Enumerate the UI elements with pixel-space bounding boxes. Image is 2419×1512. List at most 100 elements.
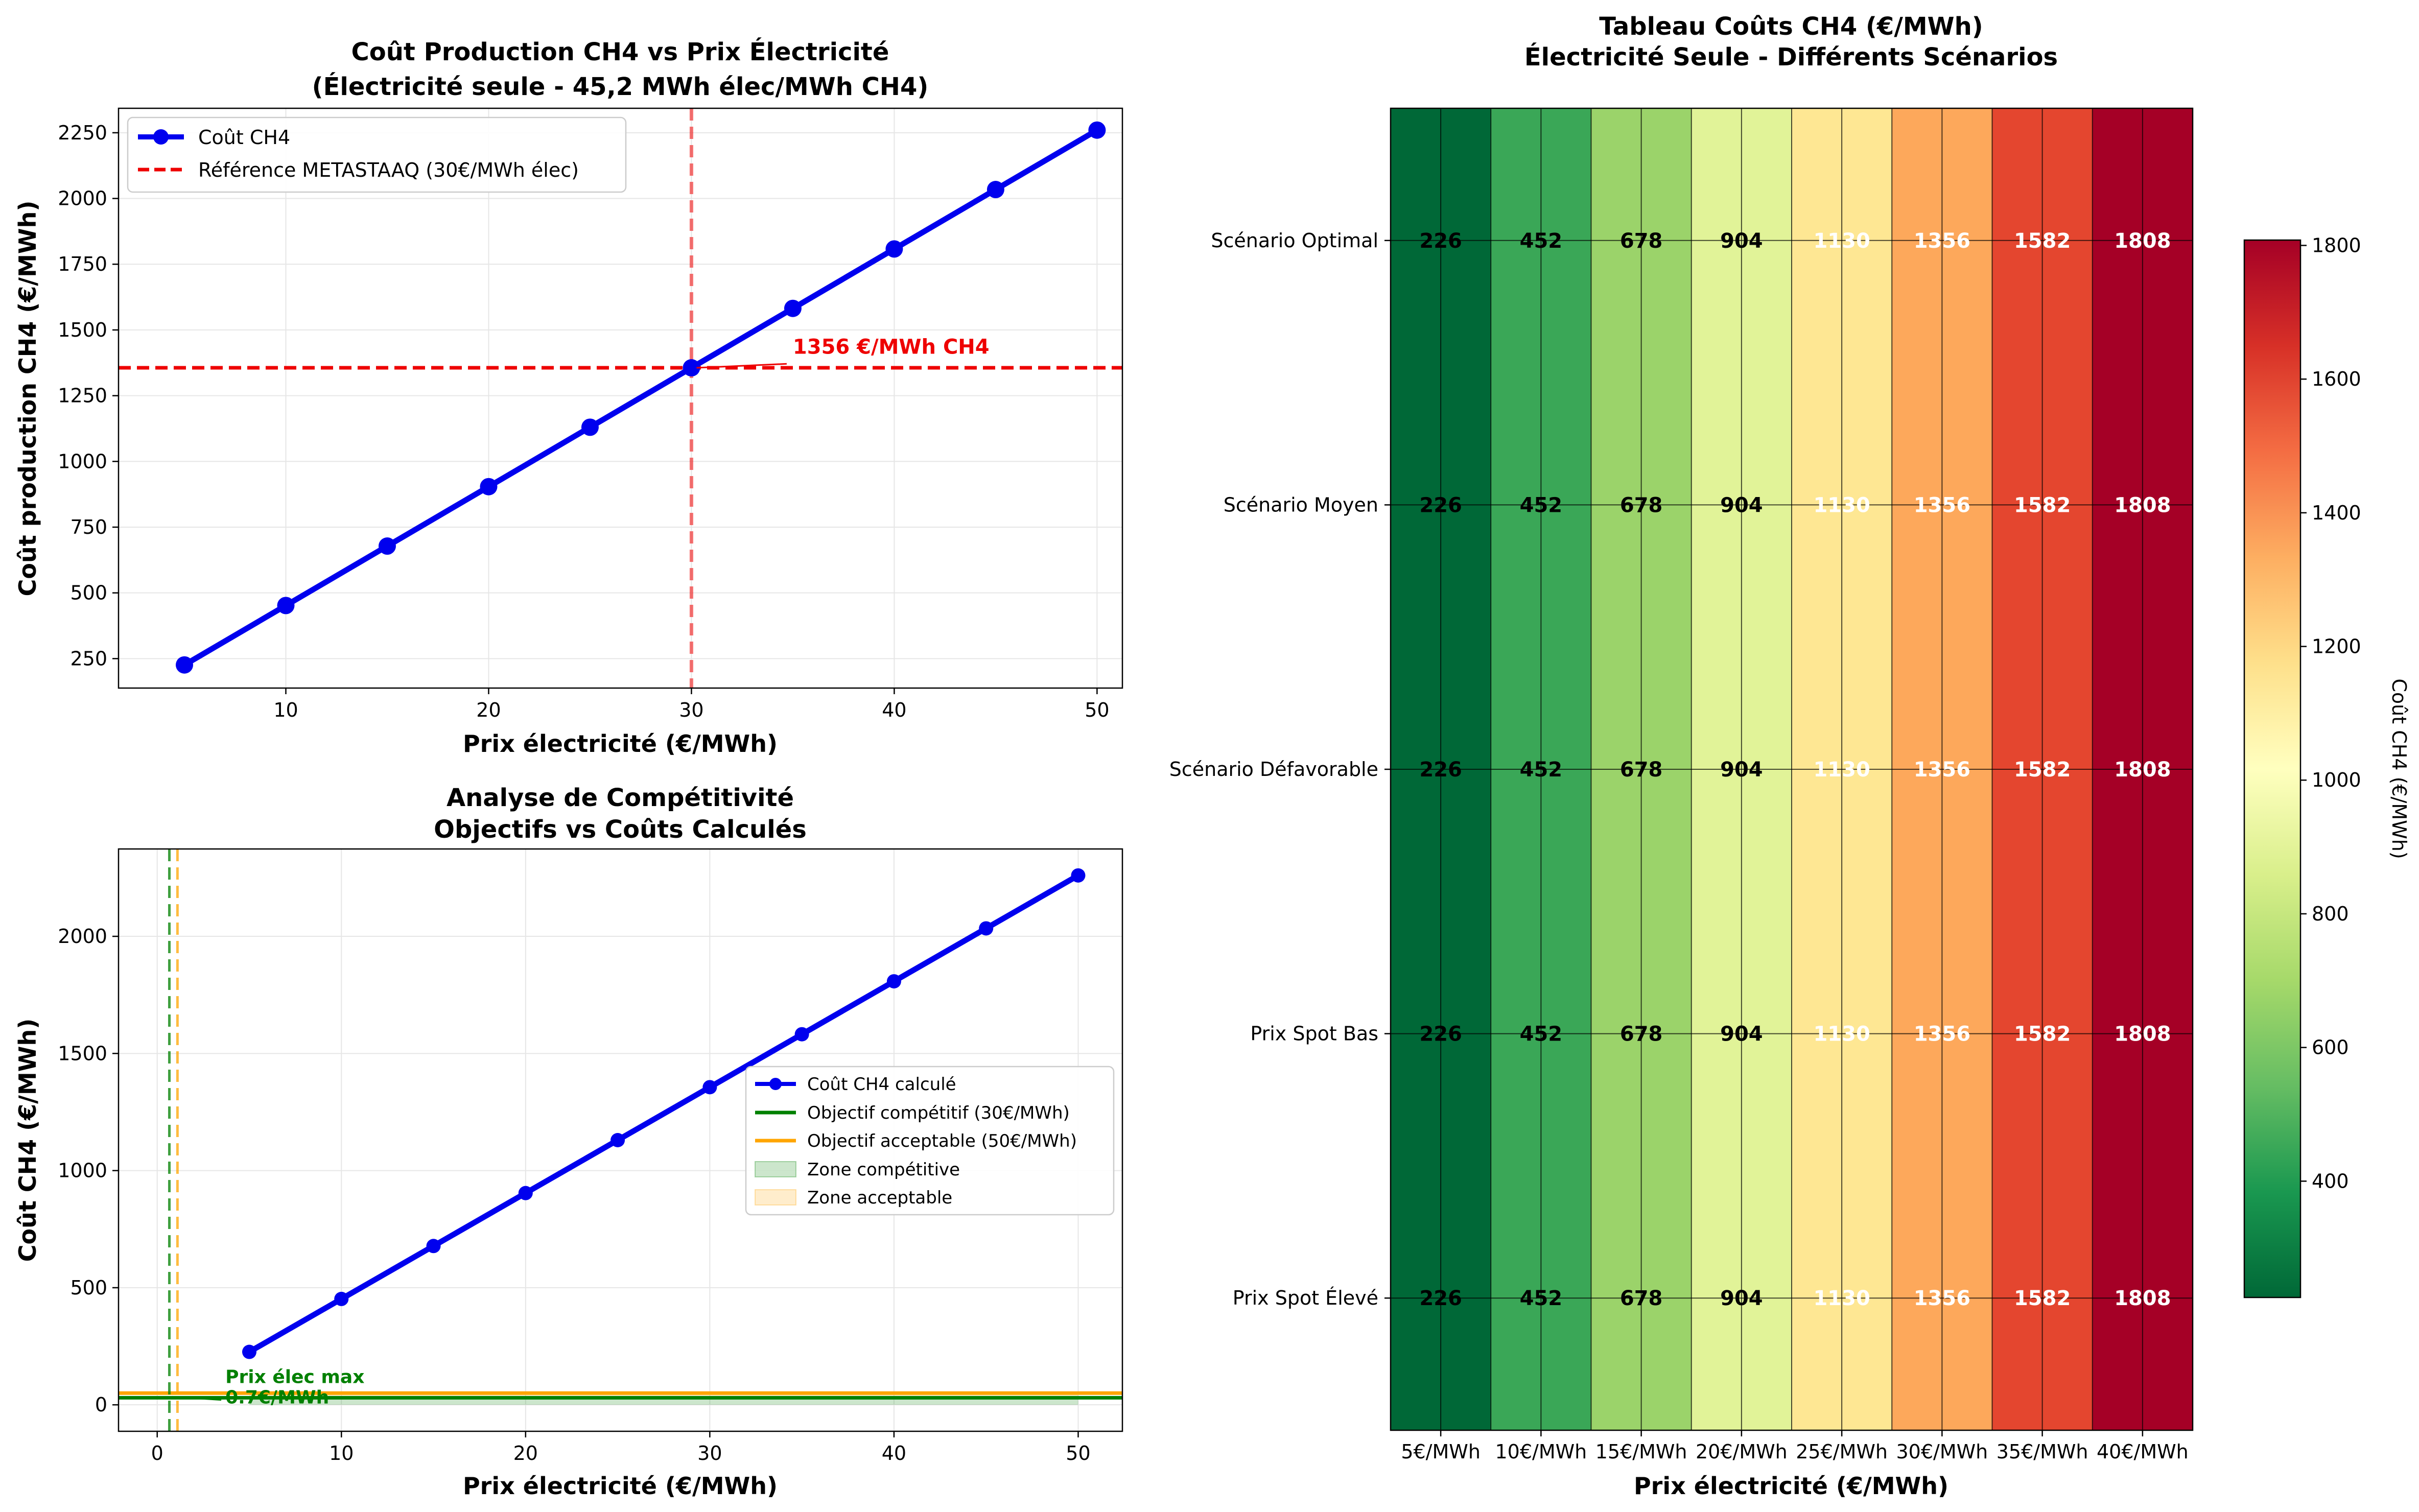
heatmap-y-category-label: Prix Spot Bas <box>1250 1023 1378 1045</box>
heatmap-cell-label: 1808 <box>2114 1023 2171 1046</box>
panel3-title: Tableau Coûts CH4 (€/MWh) <box>1599 12 1983 41</box>
heatmap-cell-label: 1356 <box>1914 493 1970 517</box>
panel1-legend: Coût CH4 Référence METASTAAQ (30€/MWh él… <box>127 116 627 193</box>
panel1-y-tick-label: 750 <box>70 516 107 538</box>
heatmap-cell-label: 1356 <box>1914 1023 1970 1046</box>
panel1-x-tick-label: 20 <box>476 699 501 721</box>
panel2-data-point <box>886 974 901 989</box>
heatmap-cell-label: 1808 <box>2114 493 2171 517</box>
panel-heatmap: Tableau Coûts CH4 (€/MWh) Électricité Se… <box>1169 12 2410 1500</box>
colorbar-tick-label: 400 <box>2312 1170 2349 1192</box>
heatmap-y-category-label: Scénario Optimal <box>1211 229 1378 252</box>
panel2-annotation-line1: Prix élec max <box>225 1367 364 1388</box>
panel1-data-point <box>176 656 194 674</box>
heatmap-y-categories: Scénario Optimal Scénario Moyen Scénario D… <box>1169 229 1391 1309</box>
panel1-series-line <box>183 127 1099 668</box>
heatmap-cell-label: 452 <box>1520 1023 1563 1046</box>
panel1-data-point <box>277 597 295 615</box>
panel2-x-ticks: 0 10 20 30 40 50 <box>151 1431 1091 1464</box>
heatmap-x-categories: 5€/MWh 10€/MWh 15€/MWh 20€/MWh 25€/MWh 30€/MW… <box>1401 1430 2189 1463</box>
heatmap-cell-label: 678 <box>1620 493 1663 517</box>
panel1-x-tick-label: 30 <box>679 699 703 721</box>
panel2-data-point <box>1071 868 1086 883</box>
panel1-y-ticks: 250 500 750 1000 1250 1500 1750 2000 2250 <box>58 122 119 670</box>
panel2-legend-zone-acceptable-swatch <box>755 1189 796 1206</box>
panel1-y-tick-label: 1750 <box>58 253 107 275</box>
panel2-x-tick-label: 20 <box>513 1442 538 1464</box>
heatmap-x-category-label: 10€/MWh <box>1495 1440 1587 1463</box>
panel2-annotation-arrow <box>172 1396 222 1401</box>
panel1-gridlines <box>119 108 1122 688</box>
panel1-title: Coût Production CH4 vs Prix Électricité <box>351 37 889 66</box>
heatmap-cell-label: 904 <box>1720 229 1763 253</box>
panel1-series <box>176 121 1106 674</box>
panel2-y-tick-label: 500 <box>70 1277 107 1299</box>
panel2-legend-label-zone-competitive: Zone compétitive <box>807 1160 960 1180</box>
panel2-series-line <box>248 873 1080 1355</box>
panel1-y-tick-label: 500 <box>70 582 107 604</box>
panel2-legend-label-series: Coût CH4 calculé <box>807 1074 956 1095</box>
panel1-x-tick-label: 40 <box>882 699 906 721</box>
heatmap-y-category-label: Scénario Défavorable <box>1169 758 1378 781</box>
panel1-y-tick-label: 250 <box>70 647 107 670</box>
panel-competitiveness: 0 10 20 30 40 50 0 500 1000 1500 2000 Analyse de … <box>14 784 1123 1500</box>
heatmap-cell-label: 1582 <box>2014 229 2071 253</box>
panel2-title: Analyse de Compétitivité <box>447 784 794 812</box>
panel2-legend-series-point <box>769 1078 782 1090</box>
panel2-y-tick-label: 2000 <box>58 925 107 948</box>
panel1-legend-point-marker <box>153 129 169 145</box>
panel1-x-tick-label: 10 <box>273 699 298 721</box>
colorbar-tick-label: 1400 <box>2312 502 2361 524</box>
panel2-legend-box <box>745 1066 1115 1216</box>
heatmap-x-category-label: 25€/MWh <box>1796 1440 1888 1463</box>
panel1-subtitle: (Électricité seule - 45,2 MWh élec/MWh C… <box>312 72 929 101</box>
panel2-x-tick-label: 40 <box>882 1442 906 1464</box>
heatmap-x-category-label: 35€/MWh <box>1997 1440 2088 1463</box>
panel1-y-tick-label: 1250 <box>58 385 107 407</box>
panel1-data-point <box>683 359 700 377</box>
panel1-y-tick-label: 1500 <box>58 319 107 341</box>
panel2-annotation-line2: 0.7€/MWh <box>225 1387 329 1408</box>
heatmap-cell-label: 1582 <box>2014 1287 2071 1310</box>
heatmap-cell-label: 1582 <box>2014 493 2071 517</box>
heatmap-cell-label: 1130 <box>1813 1023 1870 1046</box>
heatmap-cell-label: 904 <box>1720 1023 1763 1046</box>
panel1-y-tick-label: 2250 <box>58 122 107 144</box>
panel2-x-tick-label: 50 <box>1066 1442 1090 1464</box>
panel1-data-point <box>784 299 802 317</box>
heatmap-cell-label: 452 <box>1520 493 1563 517</box>
panel2-data-point <box>426 1239 441 1254</box>
panel2-data-point <box>610 1133 625 1147</box>
panel2-reference-lines <box>119 849 1122 1431</box>
panel1-x-axis-label: Prix électricité (€/MWh) <box>463 730 778 758</box>
heatmap-cell-label: 226 <box>1419 493 1462 517</box>
heatmap-cell-label: 1130 <box>1813 229 1870 253</box>
heatmap-cell-label: 678 <box>1620 758 1663 782</box>
panel1-y-tick-label: 1000 <box>58 450 107 472</box>
panel2-legend-zone-competitive-swatch <box>755 1161 796 1177</box>
panel2-x-tick-label: 30 <box>697 1442 722 1464</box>
panel2-data-point <box>242 1344 256 1359</box>
panel2-subtitle: Objectifs vs Coûts Calculés <box>434 815 807 844</box>
heatmap-cell-label: 1808 <box>2114 229 2171 253</box>
panel1-annotation-arrow <box>696 363 787 369</box>
heatmap-cell-label: 1582 <box>2014 1023 2071 1046</box>
heatmap-x-category-label: 20€/MWh <box>1696 1440 1788 1463</box>
panel2-annotation: Prix élec max 0.7€/MWh <box>172 1367 364 1408</box>
colorbar: 400 600 800 1000 1200 1400 1600 1800 Coût CH4 (… <box>2243 234 2410 1298</box>
heatmap-cell-label: 452 <box>1520 1287 1563 1310</box>
heatmap-y-category-label: Prix Spot Élevé <box>1233 1287 1378 1309</box>
heatmap-cell-label: 678 <box>1620 1023 1663 1046</box>
panel2-y-tick-label: 0 <box>95 1393 107 1416</box>
panel2-series <box>242 868 1086 1359</box>
panel1-data-point <box>987 181 1004 199</box>
panel2-frame <box>118 848 1123 1432</box>
heatmap-cell-label: 1130 <box>1813 493 1870 517</box>
heatmap-cell-label: 1356 <box>1914 758 1970 782</box>
panel2-x-axis-label: Prix électricité (€/MWh) <box>463 1472 778 1500</box>
panel-cost-vs-price: 10 20 30 40 50 250 500 750 1000 1250 1500 1750 2000… <box>14 37 1123 758</box>
heatmap-cell-label: 1808 <box>2114 758 2171 782</box>
panel2-zone <box>249 1393 1078 1398</box>
panel1-data-point <box>378 537 396 555</box>
panel2-data-point <box>794 1027 809 1042</box>
